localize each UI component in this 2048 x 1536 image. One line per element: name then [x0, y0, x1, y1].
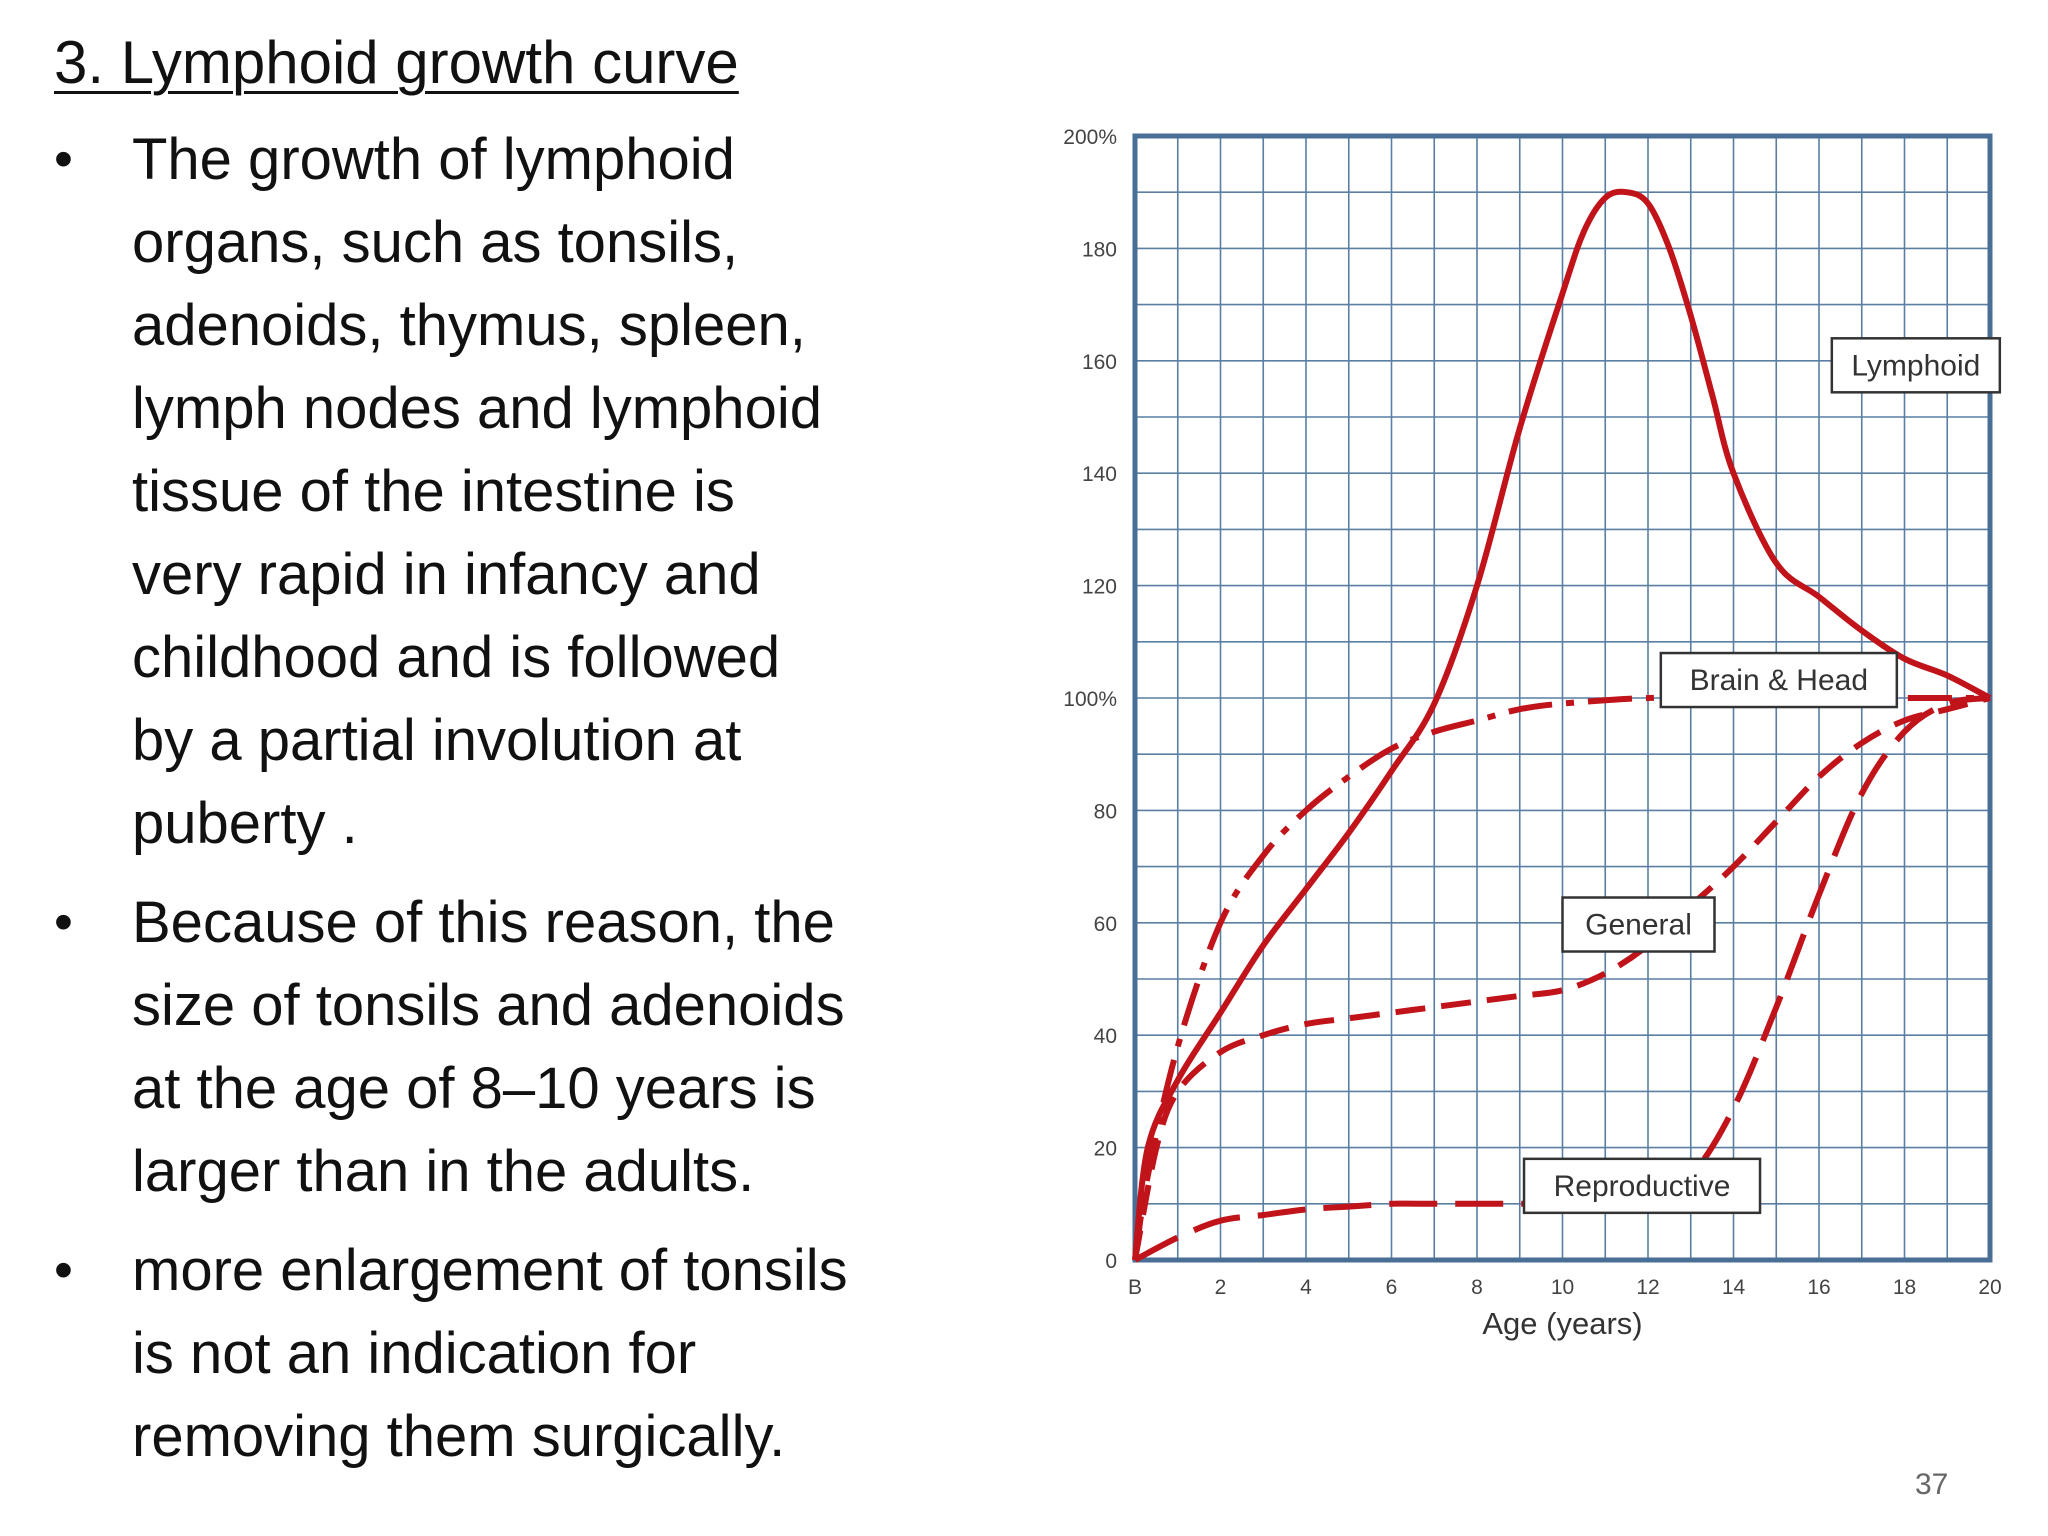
y-tick-label: 80 [1094, 800, 1117, 823]
bullet-dot: • [54, 129, 73, 189]
x-tick-label: 6 [1386, 1276, 1398, 1299]
growth-chart: 0 20 40 60 80 100% 120 140 160 180 200% B 2 4 6 8 10 12 14… [1040, 110, 2010, 1370]
bullet-line: size of tonsils and adenoids [132, 973, 845, 1038]
bullet-item: • more enlargement of tonsils is not an … [40, 1229, 940, 1478]
series-label-box-brain-head [1659, 651, 1899, 709]
bullet-line: The growth of lymphoid [132, 127, 735, 192]
bullet-line: removing them surgically. [132, 1404, 786, 1469]
y-tick-label: 40 [1094, 1025, 1117, 1048]
bullet-line: tissue of the intestine is [132, 459, 735, 524]
series-line-lymphoid [1132, 188, 1992, 1261]
bullet-dot: • [54, 892, 73, 952]
bullet-line: adenoids, thymus, spleen, [132, 293, 806, 358]
y-tick-label: 160 [1082, 351, 1117, 374]
bullet-line: at the age of 8–10 years is [132, 1056, 816, 1121]
bullet-line: very rapid in infancy and [132, 542, 761, 607]
x-tick-label: 12 [1636, 1276, 1659, 1299]
series-label-general: General [1585, 909, 1692, 942]
y-tick-label: 140 [1082, 463, 1117, 486]
y-tick-label: 180 [1082, 238, 1117, 261]
y-tick-label: 60 [1094, 913, 1117, 936]
y-tick-label: 20 [1094, 1138, 1117, 1161]
slide-title: 3. Lymphoid growth curve [54, 29, 739, 96]
bullet-line: puberty . [132, 791, 358, 856]
series-label-box-reproductive [1522, 1157, 1762, 1215]
series-label-box-lymphoid [1830, 337, 2002, 394]
bullet-line: Because of this reason, the [132, 890, 835, 955]
x-tick-label: 16 [1807, 1276, 1830, 1299]
x-tick-label: 2 [1215, 1276, 1227, 1299]
series-line-reproductive [1133, 695, 1991, 1263]
series-line-general [1132, 695, 1991, 1261]
bullet-line: is not an indication for [132, 1321, 697, 1386]
bullet-line: lymph nodes and lymphoid [132, 376, 822, 441]
bullet-line: by a partial involution at [132, 708, 742, 773]
bullet-list: • The growth of lymphoid organs, such as… [40, 118, 940, 1494]
x-tick-label: 10 [1551, 1276, 1574, 1299]
x-tick-label: 4 [1300, 1276, 1312, 1299]
bullet-line: more enlargement of tonsils [132, 1238, 848, 1303]
x-axis-label: Age (years) [1482, 1306, 1642, 1341]
bullet-line: childhood and is followed [132, 625, 781, 690]
x-tick-label: B [1128, 1276, 1142, 1299]
bullet-item: • The growth of lymphoid organs, such as… [40, 118, 940, 865]
y-tick-label: 200% [1063, 126, 1117, 149]
x-tick-label: 20 [1978, 1276, 2001, 1299]
page-number: 37 [1915, 1468, 1949, 1501]
series-label-reproductive: Reproductive [1554, 1170, 1731, 1203]
series-label-box-general [1561, 896, 1716, 953]
series-label-brain-head: Brain & Head [1690, 664, 1868, 697]
x-tick-label: 18 [1893, 1276, 1916, 1299]
series-label-lymphoid: Lymphoid [1851, 349, 1980, 382]
x-tick-label: 14 [1722, 1276, 1746, 1299]
bullet-line: organs, such as tonsils, [132, 210, 739, 275]
x-tick-label: 8 [1471, 1276, 1483, 1299]
y-tick-label: 120 [1082, 576, 1117, 599]
growth-chart-svg: 0 20 40 60 80 100% 120 140 160 180 200% B 2 4 6 8 10 12 14… [1063, 126, 2002, 1341]
bullet-dot: • [54, 1240, 73, 1300]
bullet-item: • Because of this reason, the size of to… [40, 881, 940, 1213]
y-tick-label: 100% [1063, 688, 1117, 711]
bullet-line: larger than in the adults. [132, 1139, 755, 1204]
y-tick-label: 0 [1105, 1250, 1117, 1273]
